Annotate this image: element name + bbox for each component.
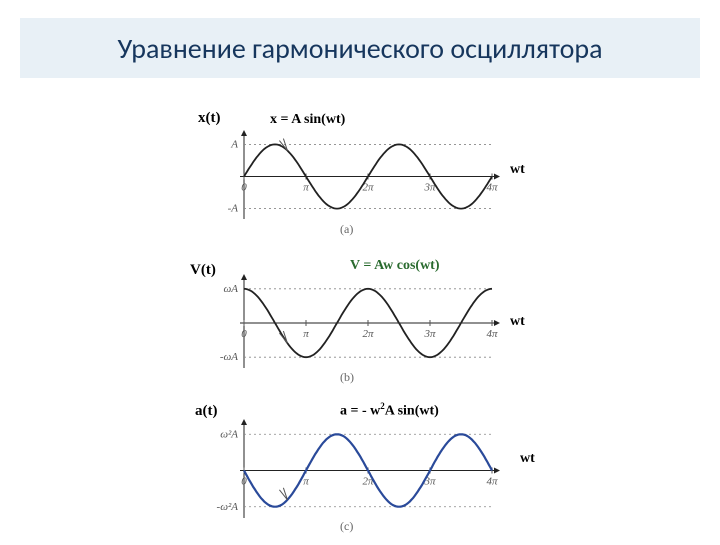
svg-text:2π: 2π (362, 328, 374, 340)
plot-a: a(t) a = - w2A sin(wt) ω²A-ω²A0π2π3π4π w… (180, 395, 560, 535)
plot-v: V(t) V = Aw cos(wt) ωA-ωA0π2π3π4π wt (b) (180, 250, 560, 385)
svg-text:π: π (303, 328, 309, 340)
x-label-v: wt (510, 314, 525, 330)
chart-a: ω²A-ω²A0π2π3π4π (210, 417, 500, 532)
y-label-x: x(t) (198, 110, 221, 127)
svg-text:ω²A: ω²A (220, 428, 238, 440)
svg-text:π: π (303, 476, 309, 488)
caption-b: (b) (340, 370, 354, 385)
svg-text:π: π (303, 182, 309, 194)
svg-text:-ωA: -ωA (220, 351, 238, 363)
svg-text:4π: 4π (486, 328, 498, 340)
plot-x: x(t) x = A sin(wt) A-A0π2π3π4π wt (a) (180, 110, 560, 240)
svg-text:0: 0 (241, 182, 247, 194)
chart-x: A-A0π2π3π4π (210, 128, 500, 233)
svg-text:0: 0 (241, 328, 247, 340)
svg-text:A: A (230, 138, 238, 150)
chart-v: ωA -ωA0 π 2π 3π 4π (210, 272, 500, 382)
x-label-a: wt (520, 451, 535, 467)
svg-text:ωA: ωA (224, 283, 239, 295)
svg-text:-A: -A (228, 203, 239, 215)
equation-x: x = A sin(wt) (270, 112, 345, 128)
title-bar: Уравнение гармонического осциллятора (20, 18, 700, 78)
x-label-x: wt (510, 162, 525, 178)
svg-text:3π: 3π (423, 328, 436, 340)
caption-c: (c) (340, 519, 353, 534)
page-title: Уравнение гармонического осциллятора (118, 31, 603, 66)
svg-text:4π: 4π (486, 476, 498, 488)
svg-text:-ω²A: -ω²A (217, 501, 239, 513)
svg-text:0: 0 (241, 476, 247, 488)
plots-container: x(t) x = A sin(wt) A-A0π2π3π4π wt (a) V(… (180, 110, 560, 545)
caption-a: (a) (340, 222, 353, 237)
